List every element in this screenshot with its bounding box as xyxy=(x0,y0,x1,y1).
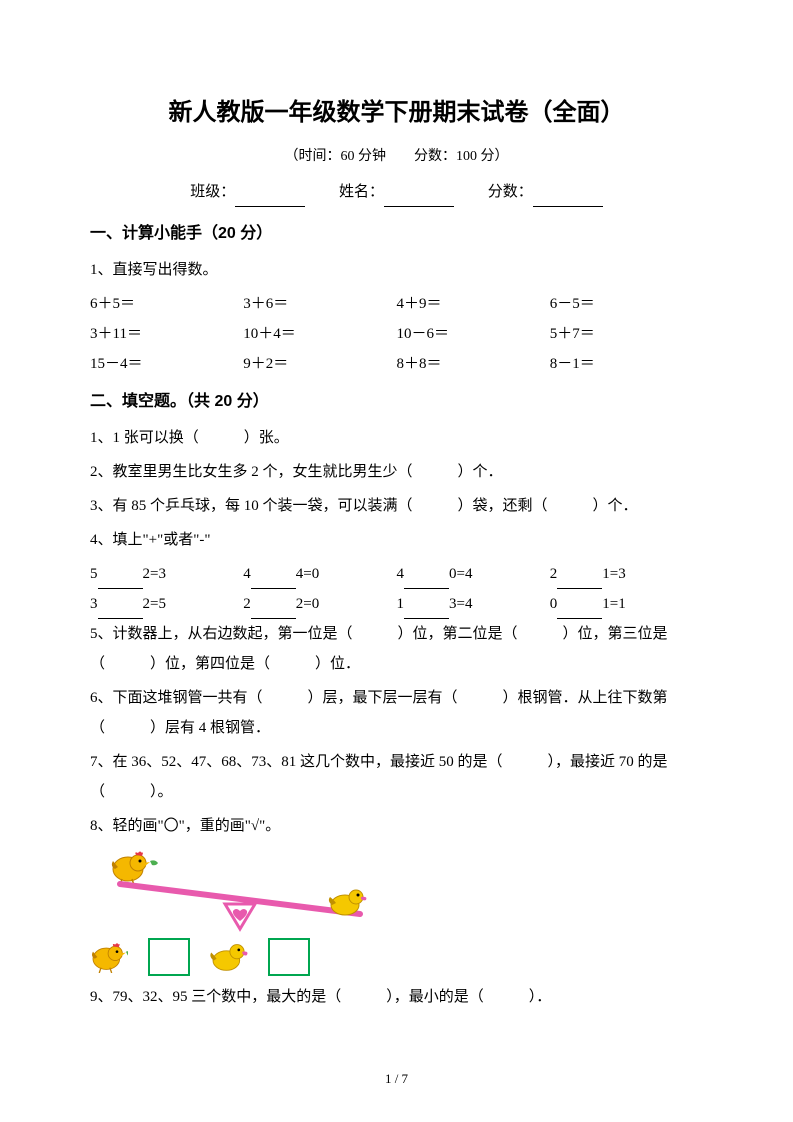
calc-item: 6＋5＝ xyxy=(90,289,243,319)
calc-item: 15－4＝ xyxy=(90,349,243,379)
op-blank[interactable] xyxy=(251,601,296,619)
chicken-icon xyxy=(90,941,128,973)
fill-item: 01=1 xyxy=(550,589,703,619)
score-blank[interactable] xyxy=(533,189,603,207)
name-label: 姓名： xyxy=(339,184,384,200)
s2-q4: 4、填上"+"或者"-" xyxy=(90,525,703,555)
s2-q9: 9、79、32、95 三个数中，最大的是（ ），最小的是（ ）． xyxy=(90,982,703,1012)
fill-item: 32=5 xyxy=(90,589,243,619)
op-blank[interactable] xyxy=(404,601,449,619)
fill-item: 44=0 xyxy=(243,559,396,589)
calc-item: 3＋11＝ xyxy=(90,319,243,349)
op-blank[interactable] xyxy=(251,571,296,589)
calc-item: 8＋8＝ xyxy=(397,349,550,379)
answer-row xyxy=(90,938,703,976)
fill-blank-row-1: 52=3 44=0 40=4 21=3 32=5 22=0 13=4 01=1 xyxy=(90,559,703,619)
s2-q6: 6、下面这堆钢管一共有（ ）层，最下层一层有（ ）根钢管．从上往下数第（ ）层有… xyxy=(90,683,703,743)
op-blank[interactable] xyxy=(557,571,602,589)
calc-grid: 6＋5＝ 3＋6＝ 4＋9＝ 6－5＝ 3＋11＝ 10＋4＝ 10－6＝ 5＋… xyxy=(90,289,703,379)
calc-item: 3＋6＝ xyxy=(243,289,396,319)
fill-item: 40=4 xyxy=(397,559,550,589)
op-blank[interactable] xyxy=(404,571,449,589)
calc-item: 6－5＝ xyxy=(550,289,703,319)
answer-box-2[interactable] xyxy=(268,938,310,976)
fill-item: 21=3 xyxy=(550,559,703,589)
s2-q8: 8、轻的画"〇"，重的画"√"。 xyxy=(90,811,703,841)
name-blank[interactable] xyxy=(384,189,454,207)
s2-q5: 5、计数器上，从右边数起，第一位是（ ）位，第二位是（ ）位，第三位是（ ）位，… xyxy=(90,619,703,679)
class-blank[interactable] xyxy=(235,189,305,207)
page-number: 1 / 7 xyxy=(0,1067,793,1092)
calc-item: 10－6＝ xyxy=(397,319,550,349)
section2-title: 二、填空题。（共 20 分） xyxy=(90,387,703,417)
section1-title: 一、计算小能手（20 分） xyxy=(90,219,703,249)
s2-q3: 3、有 85 个乒乓球，每 10 个装一袋，可以装满（ ）袋，还剩（ ）个． xyxy=(90,491,703,521)
seesaw-illustration xyxy=(90,849,390,934)
fill-item: 22=0 xyxy=(243,589,396,619)
class-label: 班级： xyxy=(190,184,235,200)
fill-item: 52=3 xyxy=(90,559,243,589)
s2-q2: 2、教室里男生比女生多 2 个，女生就比男生少（ ）个． xyxy=(90,457,703,487)
s2-q1: 1、1 张可以换（ ）张。 xyxy=(90,423,703,453)
info-line: 班级： 姓名： 分数： xyxy=(90,178,703,207)
calc-item: 4＋9＝ xyxy=(397,289,550,319)
calc-item: 10＋4＝ xyxy=(243,319,396,349)
calc-item: 5＋7＝ xyxy=(550,319,703,349)
duck-icon xyxy=(210,941,248,973)
s2-q7: 7、在 36、52、47、68、73、81 这几个数中，最接近 50 的是（ ）… xyxy=(90,747,703,807)
calc-item: 8－1＝ xyxy=(550,349,703,379)
section1-q1-label: 1、直接写出得数。 xyxy=(90,255,703,285)
score-label: 分数： xyxy=(488,184,533,200)
subtitle: （时间：60 分钟 分数：100 分） xyxy=(90,144,703,171)
op-blank[interactable] xyxy=(98,601,143,619)
op-blank[interactable] xyxy=(98,571,143,589)
calc-item: 9＋2＝ xyxy=(243,349,396,379)
fill-item: 13=4 xyxy=(397,589,550,619)
answer-box-1[interactable] xyxy=(148,938,190,976)
op-blank[interactable] xyxy=(557,601,602,619)
page-title: 新人教版一年级数学下册期末试卷（全面） xyxy=(90,90,703,136)
